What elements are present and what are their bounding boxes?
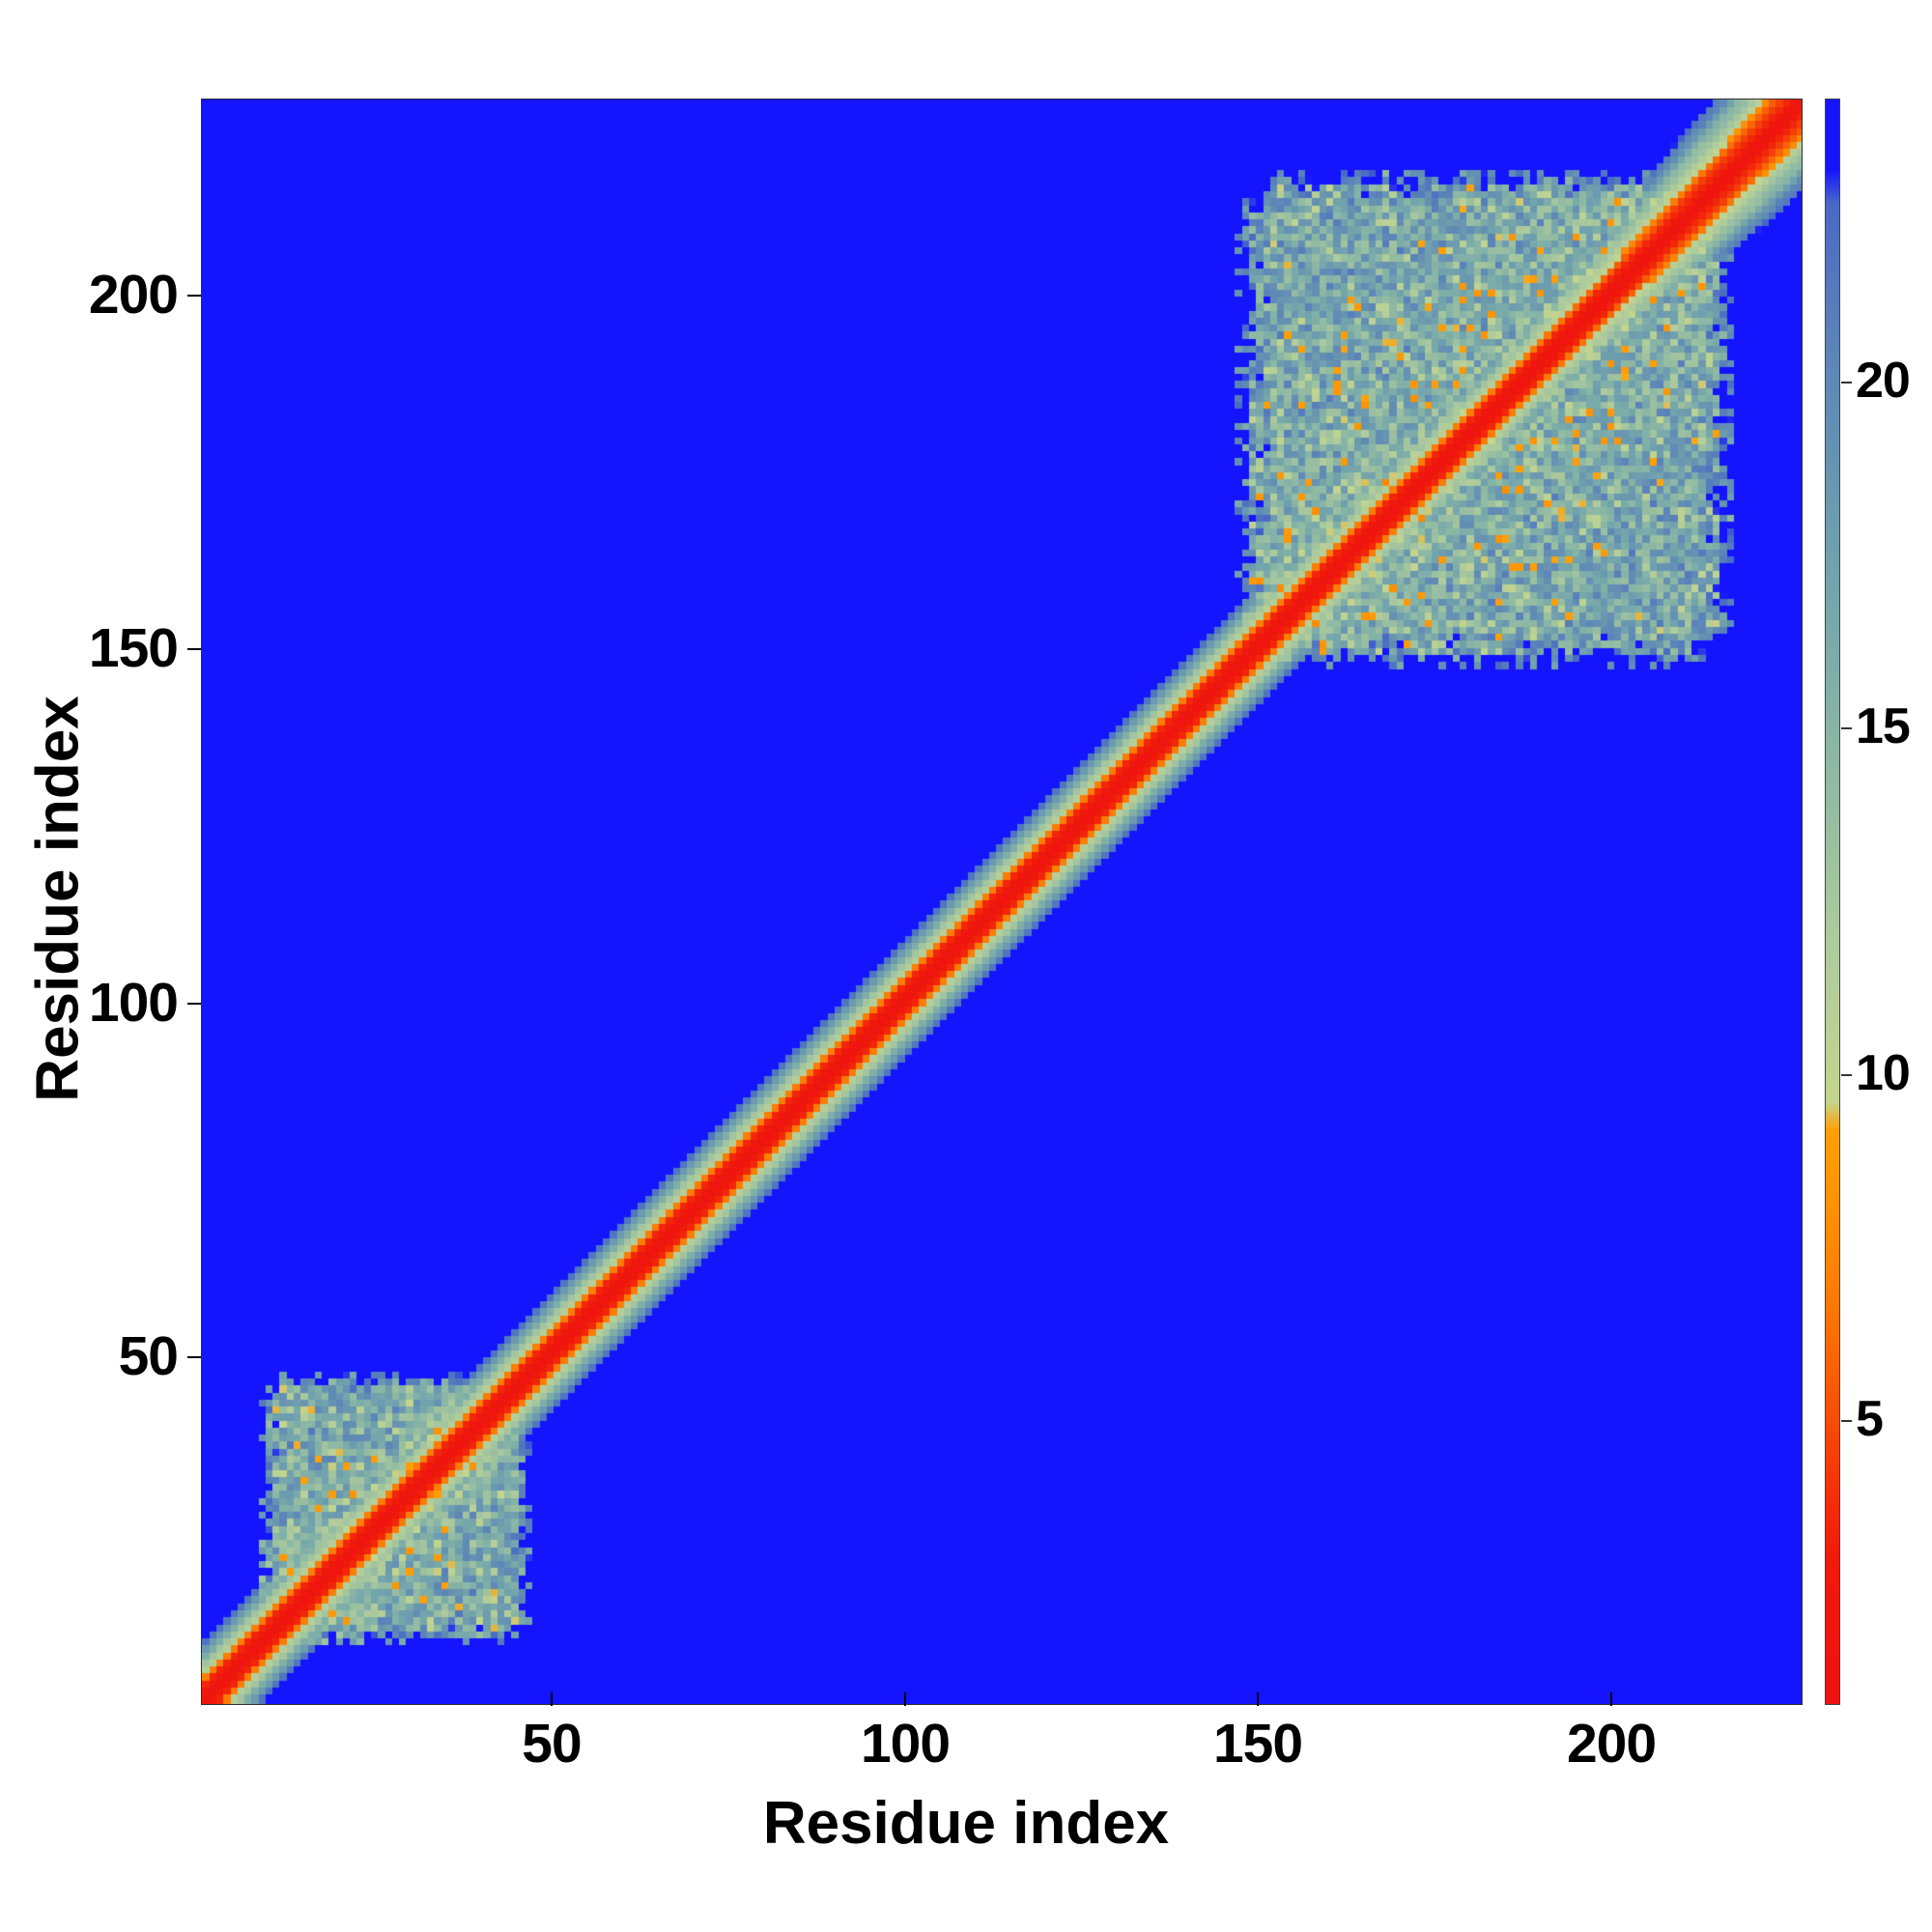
y-ticklabel-50: 50 xyxy=(118,1325,179,1387)
y-tick-200 xyxy=(187,295,201,297)
x-ticklabel-200: 200 xyxy=(1566,1713,1657,1775)
x-tick-50 xyxy=(551,1692,553,1706)
colorbar-tick-10 xyxy=(1841,1074,1852,1076)
x-ticklabel-100: 100 xyxy=(860,1713,951,1775)
x-ticklabel-150: 150 xyxy=(1212,1713,1303,1775)
x-tick-200 xyxy=(1610,1692,1612,1706)
colorbar-label-10: 10 xyxy=(1856,1045,1911,1101)
x-axis-label: Residue index xyxy=(762,1790,1170,1857)
x-ticklabel-50: 50 xyxy=(522,1713,582,1775)
colorbar-tick-5 xyxy=(1841,1420,1852,1422)
y-tick-150 xyxy=(187,648,201,650)
y-axis-label: Residue index xyxy=(24,696,92,1102)
heatmap-plot-area xyxy=(201,99,1803,1705)
x-tick-100 xyxy=(904,1692,906,1706)
colorbar xyxy=(1825,99,1840,1705)
y-tick-100 xyxy=(187,1003,201,1005)
colorbar-label-5: 5 xyxy=(1856,1391,1884,1447)
colorbar-label-15: 15 xyxy=(1856,698,1911,754)
y-tick-50 xyxy=(187,1356,201,1358)
colorbar-tick-20 xyxy=(1841,382,1852,384)
y-ticklabel-100: 100 xyxy=(88,972,179,1034)
y-ticklabel-200: 200 xyxy=(88,264,179,326)
heatmap-canvas xyxy=(202,99,1802,1704)
x-tick-150 xyxy=(1257,1692,1259,1706)
y-ticklabel-150: 150 xyxy=(88,617,179,679)
colorbar-tick-15 xyxy=(1841,727,1852,729)
colorbar-gradient xyxy=(1825,99,1840,1705)
colorbar-label-20: 20 xyxy=(1856,353,1911,409)
